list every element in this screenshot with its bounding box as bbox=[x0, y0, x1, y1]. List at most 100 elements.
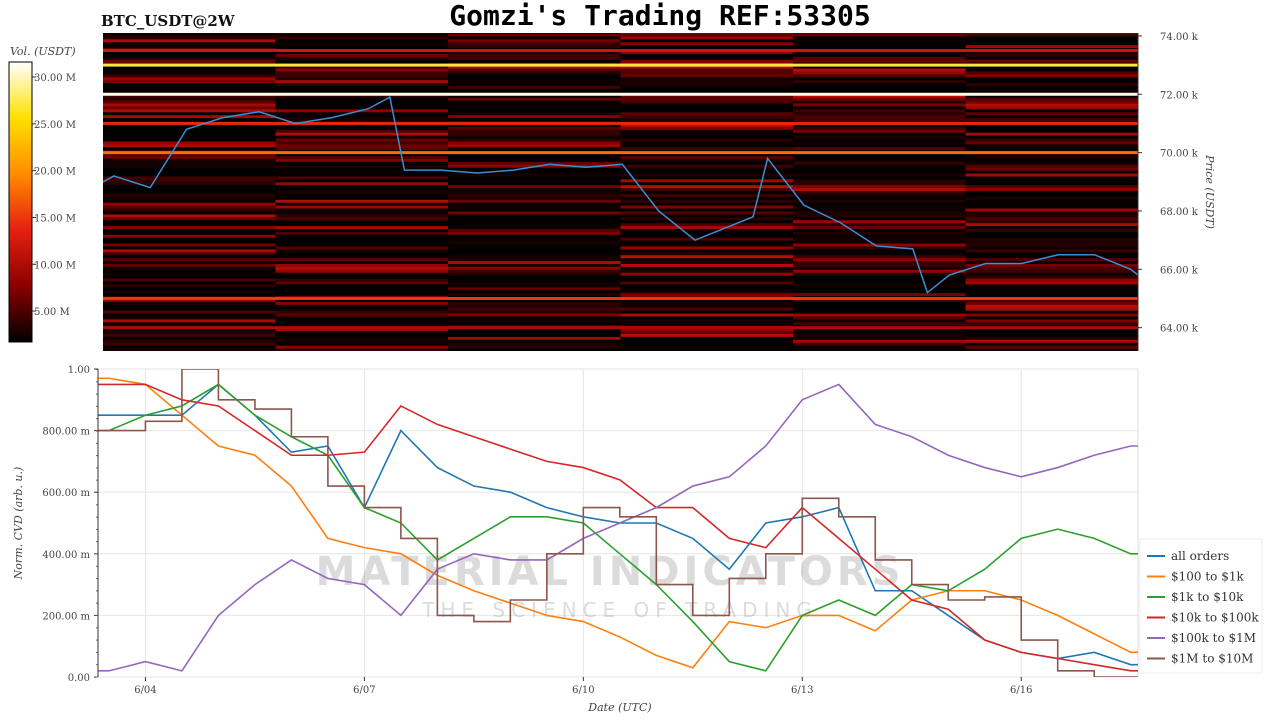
heatmap-cell bbox=[103, 175, 277, 180]
heatmap-cell bbox=[965, 140, 1138, 145]
heatmap-cell bbox=[448, 97, 622, 101]
heatmap-cell bbox=[965, 222, 1138, 227]
heatmap-cell bbox=[275, 280, 449, 285]
heatmap-cell bbox=[103, 228, 277, 232]
heatmap-cell bbox=[965, 292, 1138, 297]
heatmap-cell bbox=[620, 65, 794, 69]
heatmap-cell bbox=[620, 307, 794, 311]
heatmap-cell bbox=[793, 310, 967, 314]
heatmap-cell bbox=[793, 263, 967, 267]
heatmap-cell bbox=[275, 68, 449, 72]
heatmap-cell bbox=[620, 219, 794, 224]
x-tick-label: 6/10 bbox=[572, 685, 594, 696]
heatmap-cell bbox=[275, 135, 449, 139]
heatmap-cell bbox=[620, 161, 794, 165]
heatmap-cell bbox=[793, 85, 967, 89]
heatmap-cell bbox=[965, 342, 1138, 346]
heatmap-cell bbox=[793, 289, 967, 294]
heatmap-cell bbox=[448, 193, 622, 197]
heatmap-cell bbox=[793, 327, 967, 332]
heatmap-cell bbox=[103, 44, 277, 49]
heatmap-cell bbox=[793, 103, 967, 107]
heatmap-cell bbox=[275, 114, 449, 119]
heatmap-cell bbox=[103, 336, 277, 340]
heatmap-cell bbox=[275, 94, 449, 98]
heatmap-cell bbox=[275, 155, 449, 159]
heatmap-cell bbox=[275, 105, 449, 110]
heatmap-cell bbox=[965, 318, 1138, 323]
heatmap-cell bbox=[793, 152, 967, 157]
heatmap-cell bbox=[793, 315, 967, 320]
heatmap-cell bbox=[448, 88, 622, 92]
heatmap-cell bbox=[620, 79, 794, 84]
page-title: Gomzi's Trading REF:53305 bbox=[449, 0, 870, 32]
heatmap-cell bbox=[620, 342, 794, 346]
heatmap-cell bbox=[965, 280, 1138, 285]
heatmap-cell bbox=[103, 251, 277, 256]
heatmap-cell bbox=[103, 248, 277, 253]
heatmap-cell bbox=[448, 298, 622, 302]
y-tick-label: 1.00 bbox=[68, 365, 90, 376]
cvd-axes: 0.00 200.00 m 400.00 m 600.00 m 800.00 m 1.00… bbox=[42, 365, 1032, 696]
x-tick-label: 6/16 bbox=[1010, 685, 1032, 696]
heatmap-cell bbox=[103, 205, 277, 209]
price-tick-label: 64.00 k bbox=[1160, 324, 1199, 335]
heatmap-cell bbox=[620, 59, 794, 63]
heatmap-cell bbox=[965, 213, 1138, 218]
heatmap-cell bbox=[620, 339, 794, 343]
heatmap-cell bbox=[275, 140, 449, 145]
heatmap-cell bbox=[965, 68, 1138, 72]
heatmap-cell bbox=[965, 123, 1138, 127]
heatmap-cell bbox=[275, 216, 449, 221]
heatmap-cell bbox=[965, 216, 1138, 221]
heatmap-cell bbox=[620, 289, 794, 294]
heatmap-cell bbox=[620, 170, 794, 174]
heatmap-cell bbox=[448, 126, 622, 130]
heatmap-cell bbox=[620, 248, 794, 253]
cvd-grid bbox=[98, 368, 1138, 678]
liquidity-level bbox=[103, 92, 1138, 96]
heatmap-cell bbox=[448, 283, 622, 288]
heatmap-cell bbox=[275, 44, 449, 49]
heatmap-cell bbox=[620, 196, 794, 200]
heatmap-cell bbox=[793, 164, 967, 168]
heatmap-cell bbox=[448, 85, 622, 89]
heatmap-cell bbox=[793, 100, 967, 104]
heatmap-cell bbox=[448, 310, 622, 314]
heatmap-cell bbox=[275, 175, 449, 180]
heatmap-cell bbox=[620, 175, 794, 180]
heatmap-cell bbox=[103, 70, 277, 75]
heatmap-cell bbox=[103, 184, 277, 189]
heatmap-cell bbox=[103, 73, 277, 78]
heatmap-cell bbox=[620, 44, 794, 49]
heatmap-cell bbox=[620, 245, 794, 250]
heatmap-cell bbox=[620, 263, 794, 267]
y-tick-label: 400.00 m bbox=[42, 550, 90, 561]
heatmap-cell bbox=[620, 301, 794, 305]
heatmap-cell bbox=[965, 245, 1138, 250]
heatmap-cell bbox=[448, 321, 622, 326]
heatmap-cell bbox=[275, 173, 449, 177]
heatmap-cell bbox=[103, 155, 277, 159]
heatmap-cell bbox=[965, 88, 1138, 92]
heatmap-cell bbox=[103, 140, 277, 145]
heatmap-cell bbox=[620, 103, 794, 107]
heatmap-cell bbox=[620, 158, 794, 162]
heatmap-cell bbox=[103, 245, 277, 250]
heatmap-cell bbox=[620, 33, 794, 37]
heatmap-cell bbox=[103, 97, 277, 101]
heatmap-cell bbox=[793, 111, 967, 116]
heatmap-cell bbox=[448, 240, 622, 244]
heatmap-cell bbox=[965, 103, 1138, 107]
heatmap-cell bbox=[448, 199, 622, 203]
heatmap-cell bbox=[965, 251, 1138, 256]
heatmap-cell bbox=[275, 202, 449, 206]
heatmap-cell bbox=[793, 237, 967, 241]
colorbar-tick-label: 5.00 M bbox=[34, 307, 70, 318]
heatmap-cell bbox=[275, 339, 449, 343]
heatmap-cell bbox=[965, 184, 1138, 189]
heatmap-cell bbox=[965, 82, 1138, 87]
heatmap-cell bbox=[448, 73, 622, 78]
heatmap-cell bbox=[103, 240, 277, 244]
heatmap-cell bbox=[103, 202, 277, 206]
